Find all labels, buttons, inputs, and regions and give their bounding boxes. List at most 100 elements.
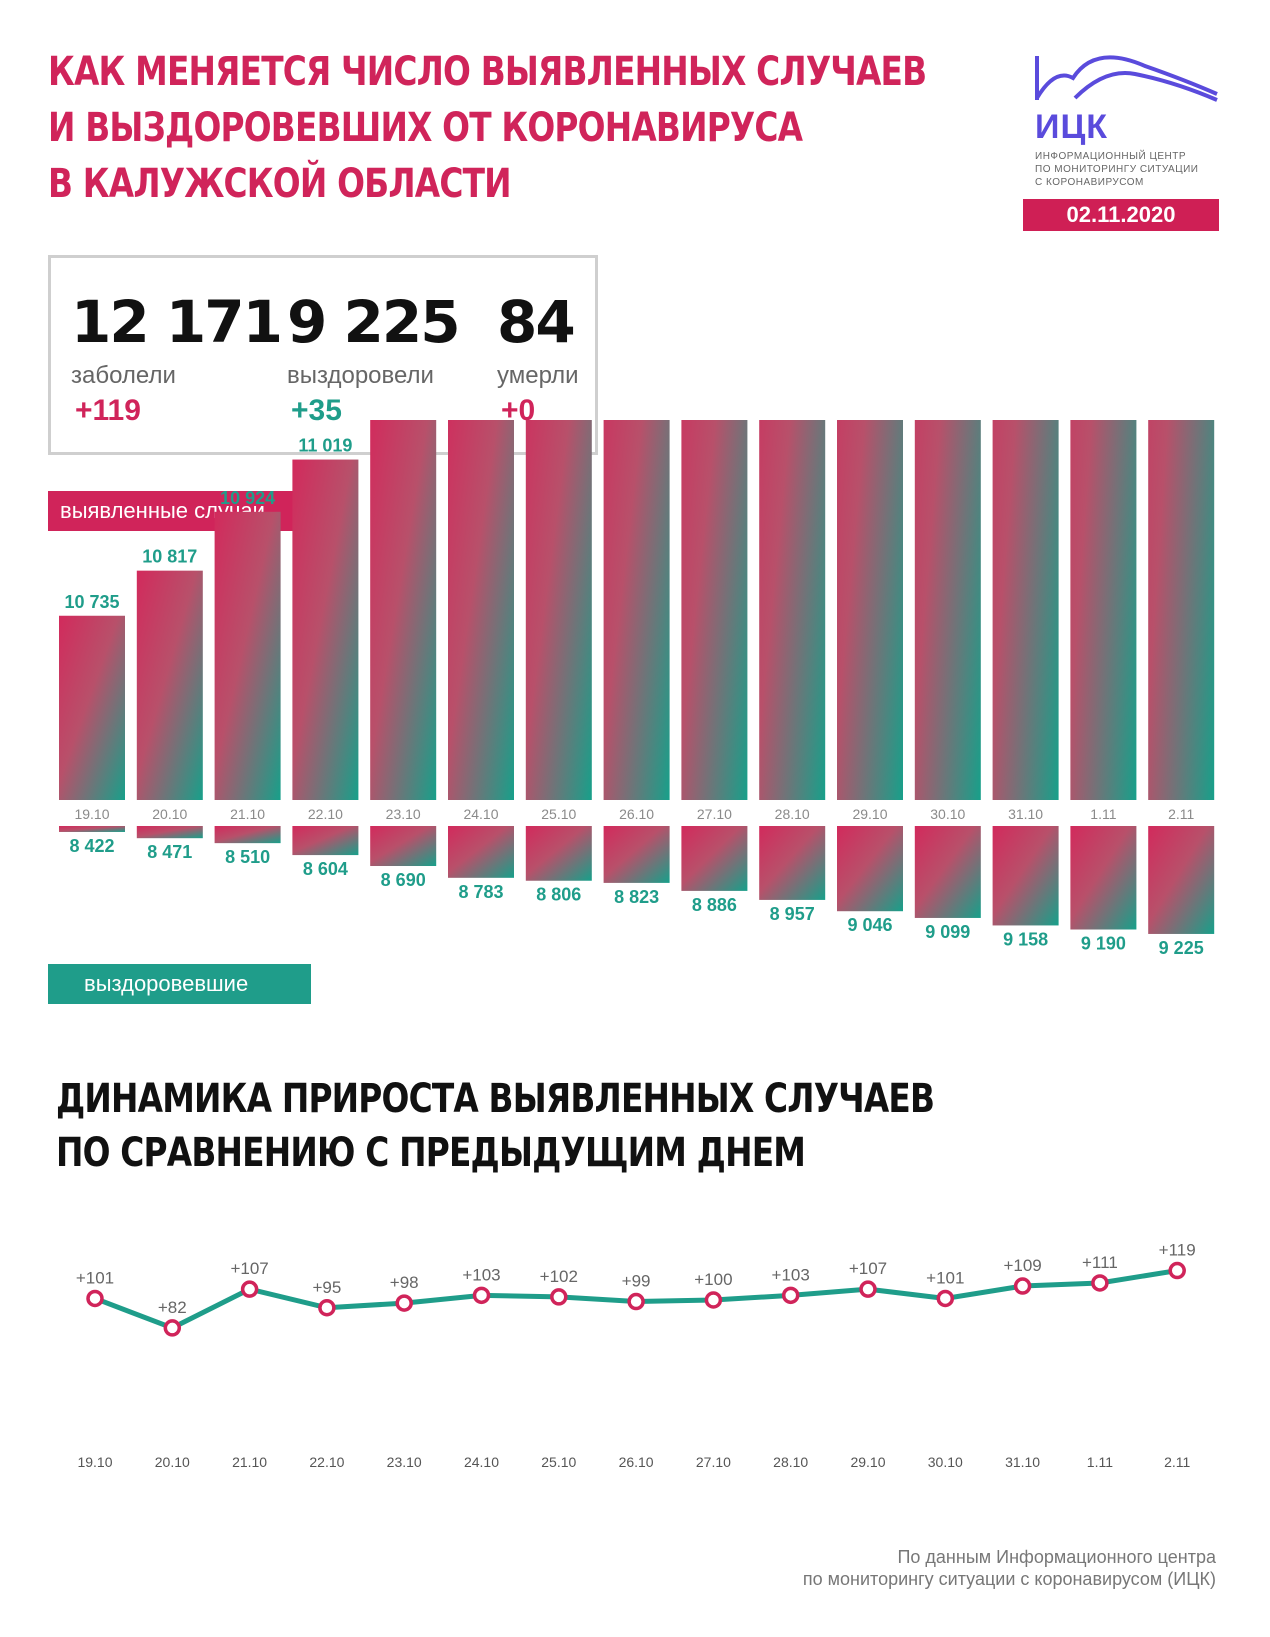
source-line-1: По данным Информационного центра — [897, 1547, 1216, 1567]
recovered-bar — [214, 826, 281, 844]
growth-value-label: +119 — [1159, 1241, 1196, 1260]
category-label: 29.10 — [850, 1454, 885, 1470]
section2-line-1: Динамика прироста выявленных случаев — [56, 1076, 935, 1122]
recovered-bar — [603, 826, 670, 883]
source-line-2: по мониторингу ситуации с коронавирусом … — [802, 1569, 1216, 1589]
recovered-bar — [681, 826, 748, 891]
cases-bar — [59, 615, 125, 800]
cases-bar — [448, 420, 514, 800]
growth-point — [627, 1292, 645, 1311]
growth-point — [1013, 1277, 1032, 1295]
recovered-value-label: 8 604 — [303, 859, 348, 879]
logo-sub-line-1: Информационный центр — [1035, 151, 1187, 162]
category-label: 21.10 — [232, 1454, 267, 1470]
category-label: 22.10 — [309, 1454, 344, 1470]
category-label: 22.10 — [308, 806, 343, 822]
recovered-bar — [1148, 826, 1215, 934]
logo-subtitle: Информационный центр по мониторингу ситу… — [1035, 150, 1198, 189]
growth-value-label: +101 — [926, 1268, 964, 1287]
growth-point — [1168, 1261, 1186, 1280]
category-label: 28.10 — [773, 1454, 808, 1470]
recovered-value-label: 8 471 — [147, 842, 192, 862]
recovered-value-label: 9 225 — [1159, 938, 1204, 958]
cases-bar — [1070, 420, 1137, 800]
category-label: 19.10 — [77, 1454, 112, 1470]
recovered-bar — [759, 826, 826, 900]
growth-value-label: +111 — [1082, 1253, 1118, 1272]
recovered-value-label: 8 957 — [770, 904, 815, 924]
category-label: 23.10 — [386, 806, 421, 822]
recovered-value-label: 8 510 — [225, 847, 270, 867]
category-label: 2.11 — [1168, 806, 1194, 822]
recovered-bar — [1070, 826, 1137, 930]
cases-bar — [1148, 420, 1215, 800]
recovered-bar — [837, 826, 903, 912]
cases-value-label: 10 817 — [142, 547, 197, 567]
growth-value-label: +107 — [230, 1259, 268, 1278]
category-label: 26.10 — [619, 1454, 654, 1470]
recovered-bar — [136, 826, 203, 839]
category-label: 27.10 — [697, 806, 732, 822]
category-label: 21.10 — [230, 806, 265, 822]
section2-line-2: по сравнению с предыдущим днем — [56, 1130, 806, 1176]
category-label: 29.10 — [852, 806, 887, 822]
growth-value-label: +109 — [1003, 1256, 1041, 1275]
title-line-1: Как меняется число выявленных случаев — [48, 49, 927, 95]
growth-point — [704, 1291, 723, 1309]
growth-point — [472, 1286, 491, 1305]
stat-recovered: 9 225 выздоровели +35 — [287, 288, 461, 428]
growth-point — [395, 1294, 413, 1312]
category-label: 20.10 — [155, 1454, 190, 1470]
cases-value-label: 10 924 — [220, 488, 275, 508]
recovered-bar — [525, 826, 592, 881]
logo-name: ИЦК — [1035, 108, 1109, 146]
growth-value-label: +101 — [76, 1268, 114, 1287]
cases-value-label: 11 019 — [298, 436, 352, 456]
recovered-bar — [914, 826, 981, 918]
recovered-value: 9 225 — [287, 288, 461, 356]
growth-point — [318, 1299, 336, 1317]
recovered-bar — [370, 826, 437, 867]
growth-value-label: +103 — [462, 1265, 500, 1284]
category-label: 30.10 — [930, 806, 965, 822]
page-title: Как меняется число выявленных случаев и … — [48, 44, 927, 212]
logo-sub-line-3: с коронавирусом — [1035, 177, 1144, 188]
cases-bar — [681, 420, 748, 800]
growth-value-label: +99 — [622, 1272, 651, 1291]
growth-point — [1091, 1274, 1109, 1292]
growth-point — [550, 1288, 568, 1306]
cases-bar — [525, 420, 592, 800]
infected-delta: +119 — [75, 394, 141, 427]
growth-value-label: +100 — [694, 1270, 732, 1289]
cases-bar — [603, 420, 670, 800]
growth-value-label: +95 — [312, 1278, 341, 1297]
recovered-value-label: 8 823 — [614, 887, 659, 907]
growth-point — [163, 1319, 182, 1337]
category-label: 23.10 — [387, 1454, 422, 1470]
growth-value-label: +102 — [540, 1267, 578, 1286]
recovered-delta: +35 — [291, 394, 342, 427]
stat-died: 84 умерли +0 — [497, 288, 579, 428]
date-badge: 02.11.2020 — [1023, 199, 1219, 231]
legend-recovered: выздоровевшие — [48, 964, 311, 1004]
stat-infected: 12 171 заболели +119 — [71, 288, 283, 428]
recovered-value-label: 8 806 — [536, 885, 581, 905]
died-value: 84 — [497, 288, 576, 356]
logo-icon — [1035, 55, 1218, 102]
legend-cases: выявленные случаи — [48, 491, 308, 531]
source-note: По данным Информационного центра по мони… — [803, 1546, 1216, 1590]
recovered-value-label: 8 690 — [381, 870, 426, 890]
growth-value-label: +98 — [390, 1273, 419, 1292]
recovered-value-label: 8 422 — [69, 836, 114, 856]
category-label: 25.10 — [541, 1454, 576, 1470]
category-label: 1.11 — [1087, 1454, 1113, 1470]
growth-value-label: +107 — [849, 1259, 887, 1278]
cases-bar — [370, 420, 437, 800]
category-label: 31.10 — [1008, 806, 1043, 822]
recovered-value-label: 9 190 — [1081, 934, 1126, 954]
recovered-value-label: 9 158 — [1003, 929, 1048, 949]
recovered-label: выздоровели — [287, 362, 434, 389]
growth-value-label: +82 — [158, 1298, 187, 1317]
bar-chart: 10 735 19.10 8 422 10 817 20.10 8 471 10 924 21… — [59, 420, 1215, 958]
cases-bar — [992, 420, 1059, 800]
